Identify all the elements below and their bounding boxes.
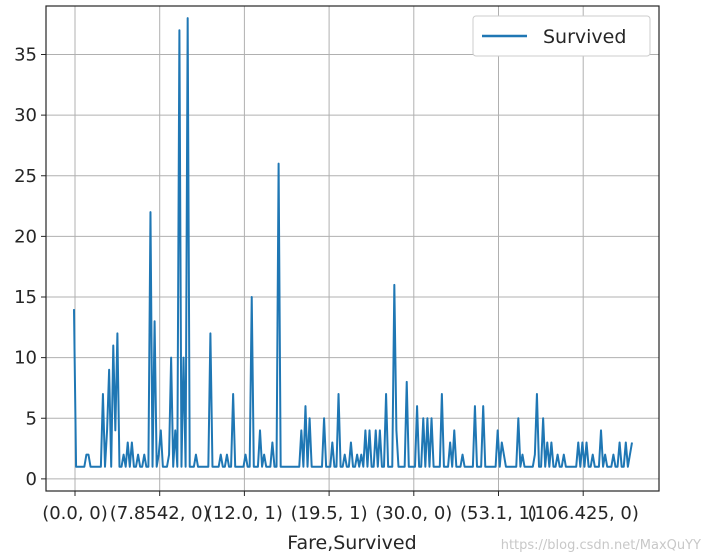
x-tick-label: (53.1, 1) (460, 503, 537, 524)
y-tick-label: 20 (14, 226, 37, 247)
x-tick-label: (106.425, 0) (528, 503, 639, 524)
series-layer (73, 17, 633, 468)
series-line-survived (73, 17, 633, 468)
grid-lines (46, 6, 659, 491)
y-tick-label: 0 (26, 469, 37, 490)
legend-box (472, 15, 651, 57)
x-tick-label: (30.0, 0) (375, 503, 452, 524)
y-tick-label: 5 (26, 408, 37, 429)
y-tick-label: 30 (14, 105, 37, 126)
watermark: https://blog.csdn.net/MaxQuYY (500, 538, 701, 553)
y-tick-label: 15 (14, 287, 37, 308)
y-axis: 0 5 10 15 20 25 30 35 (14, 45, 46, 490)
x-axis-label: Fare,Survived (287, 532, 416, 554)
y-tick-label: 25 (14, 166, 37, 187)
y-tick-label: 35 (14, 45, 37, 66)
legend: Survived (472, 15, 651, 57)
x-tick-label: (0.0, 0) (42, 503, 108, 524)
x-tick-label: (12.0, 1) (206, 503, 283, 524)
x-tick-label: (7.8542, 0) (110, 503, 210, 524)
plot-frame (45, 5, 660, 492)
y-tick-label: 10 (14, 348, 37, 369)
legend-label-survived: Survived (543, 26, 626, 48)
x-axis: (0.0, 0) (7.8542, 0)(12.0, 1) (19.5, 1) (30… (42, 491, 639, 524)
x-tick-label: (19.5, 1) (291, 503, 368, 524)
